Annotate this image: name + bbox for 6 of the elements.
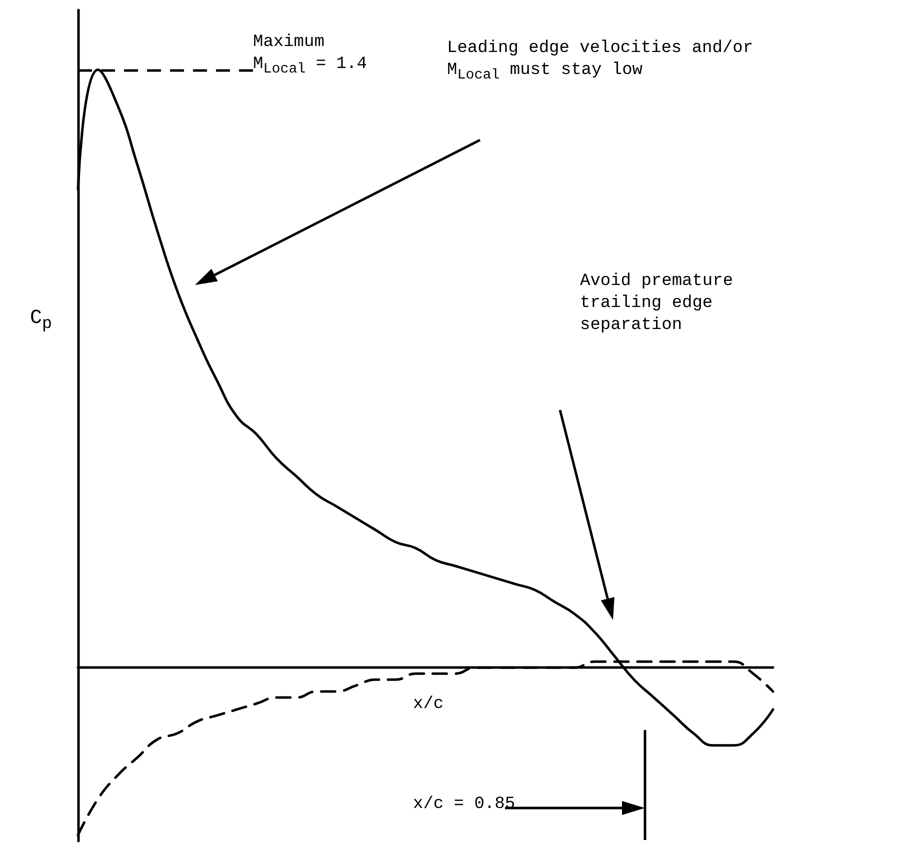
annotation: Leading edge velocities and/or M$_{Local}$ must stay low — [447, 38, 754, 86]
y-axis-title: C$_{p}$ — [30, 307, 52, 336]
x-axis-title: x/c — [413, 694, 444, 716]
annotation: Maximum M$_{Local}$ = 1.4 — [253, 32, 367, 80]
annotation: x/c = 0.85 — [413, 794, 516, 816]
annotation: Avoid premature trailing edge separation — [580, 271, 734, 337]
